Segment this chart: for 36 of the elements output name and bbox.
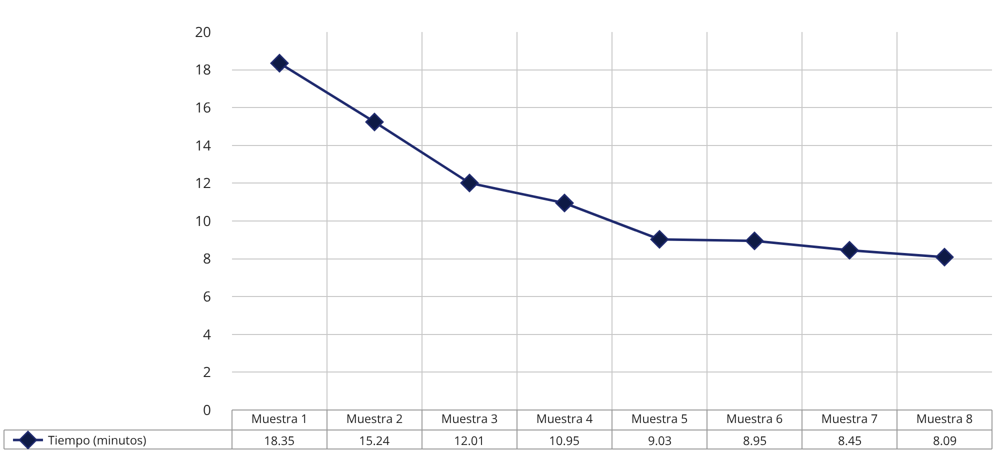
x-tick-label: Muestra 3 <box>441 410 498 427</box>
y-tick-label: 12 <box>194 174 211 194</box>
y-tick-label: 16 <box>194 98 211 118</box>
y-tick-label: 0 <box>202 400 211 420</box>
point <box>650 230 669 249</box>
data-label: 15.24 <box>359 432 390 449</box>
x-tick-label: Muestra 5 <box>631 410 688 427</box>
y-tick-label: 4 <box>202 325 211 344</box>
x-tick-label: Muestra 7 <box>821 410 878 427</box>
data-label: 9.03 <box>648 432 672 449</box>
y-tick-label: 8 <box>202 250 211 269</box>
data-label: 8.45 <box>838 432 862 449</box>
data-label: 8.95 <box>743 432 767 449</box>
point <box>460 174 479 192</box>
y-tick-label: 20 <box>194 22 211 42</box>
data-label: 8.09 <box>933 432 957 449</box>
x-tick-label: Muestra 8 <box>916 410 973 427</box>
data-label: 10.95 <box>549 432 580 449</box>
y-tick-label: 10 <box>194 212 211 231</box>
x-tick-label: Muestra 6 <box>726 410 783 427</box>
y-tick-label: 18 <box>194 60 211 80</box>
x-tick-label: Muestra 1 <box>251 410 308 427</box>
x-tick-label: Muestra 2 <box>346 410 403 427</box>
y-tick-label: 14 <box>194 136 211 156</box>
data-label: 12.01 <box>454 432 485 449</box>
point <box>555 194 574 212</box>
point <box>840 241 859 260</box>
data-label: 18.35 <box>264 432 295 449</box>
point <box>270 54 289 72</box>
point <box>745 232 764 250</box>
x-tick-label: Muestra 4 <box>536 410 593 427</box>
y-tick-label: 2 <box>202 363 211 382</box>
point <box>365 112 384 132</box>
legend-label: Tiempo (minutos) <box>48 432 147 449</box>
point <box>935 248 954 266</box>
y-tick-label: 6 <box>202 288 211 306</box>
